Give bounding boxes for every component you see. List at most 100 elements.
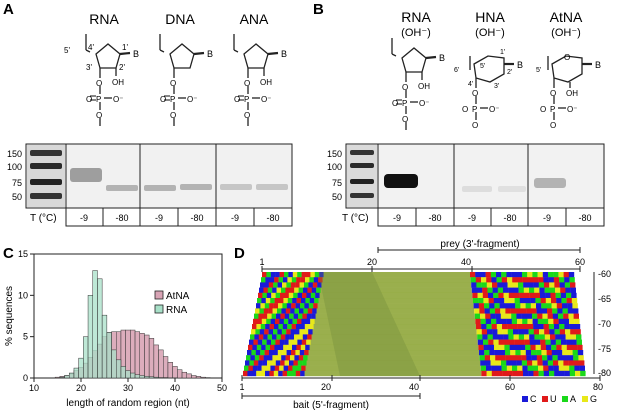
svg-text:O: O (234, 95, 240, 104)
svg-text:O: O (86, 95, 92, 104)
heatmap-cell (515, 303, 521, 309)
heatmap-cell (541, 303, 547, 309)
heatmap-cell (304, 370, 482, 377)
heatmap-cell (301, 272, 307, 278)
heatmap-cell (304, 324, 310, 330)
heatmap-cell (304, 282, 309, 288)
heatmap-cell (495, 355, 501, 361)
heatmap-cell (527, 272, 533, 278)
heatmap-cell (505, 355, 511, 361)
heatmap-cell (495, 360, 502, 366)
lane-temp: -9 (468, 213, 476, 223)
heatmap-cell (542, 355, 548, 361)
heatmap-cell (288, 365, 293, 371)
heatmap-cell (547, 308, 553, 314)
bar-atna (130, 329, 136, 379)
bar-rna (139, 375, 145, 379)
heatmap-cell (264, 350, 270, 356)
bottom-tick: 60 (505, 382, 515, 392)
heatmap-cell (275, 339, 280, 345)
svg-text:O: O (550, 89, 556, 98)
heatmap-cell (285, 308, 291, 314)
svg-text:4': 4' (88, 43, 94, 52)
heatmap-cell (510, 355, 517, 361)
heatmap-cell (533, 370, 539, 377)
heatmap-cell (470, 277, 476, 283)
heatmap-cell (245, 360, 250, 366)
heatmap-cell (547, 313, 553, 319)
heatmap-cell (299, 282, 305, 288)
heatmap-cell (512, 324, 518, 330)
heatmap-cell (522, 318, 528, 325)
heatmap-cell (491, 365, 497, 371)
heatmap-cell (488, 298, 494, 304)
bar-atna (134, 331, 141, 379)
heatmap-cell (567, 303, 573, 309)
heatmap-cell (572, 303, 578, 309)
heatmap-cell (537, 318, 544, 325)
svg-text:O⁻: O⁻ (489, 105, 499, 114)
heatmap-cell (279, 298, 284, 304)
lane-temp: -80 (578, 213, 591, 223)
bar-rna (116, 359, 122, 379)
bar-rna (59, 376, 65, 379)
heatmap-cell (556, 344, 562, 351)
heatmap-cell (533, 324, 539, 330)
heatmap-cell (486, 370, 492, 377)
heatmap-cell (270, 298, 275, 304)
heatmap-cell (525, 344, 531, 351)
svg-text:OH: OH (566, 89, 578, 98)
heatmap-cell (560, 334, 566, 340)
heatmap-cell (478, 298, 484, 304)
legend-label-a: A (570, 394, 576, 404)
heatmap-cell (296, 277, 301, 283)
top-tick: 40 (461, 257, 471, 267)
heatmap-cell (511, 360, 517, 366)
heatmap-cell (555, 292, 561, 299)
heatmap-cell (305, 318, 311, 325)
heatmap-cell (506, 272, 512, 278)
heatmap-cell (255, 350, 261, 356)
heatmap-cell (272, 287, 277, 293)
heatmap-cell (293, 313, 299, 319)
heatmap-cell (553, 277, 560, 283)
heatmap-cell (255, 329, 260, 335)
heatmap-cell (492, 329, 498, 335)
heatmap-cell (514, 339, 520, 345)
heatmap-cell (319, 272, 324, 278)
bar-atna (200, 376, 206, 379)
heatmap-cell (257, 298, 262, 304)
heatmap-cell (248, 365, 253, 371)
heatmap-cell (517, 318, 523, 325)
heatmap-cell (292, 344, 297, 351)
heatmap-cell (301, 318, 306, 325)
panel-d: prey (3'-fragment) 1 20 40 60 -60 -65 -7… (239, 239, 611, 410)
heatmap-cell (549, 370, 555, 377)
heatmap-cell (497, 370, 503, 377)
heatmap-cell (277, 329, 282, 335)
heatmap-cell (298, 355, 304, 361)
heatmap-cell (250, 334, 255, 340)
heatmap-cell (568, 355, 574, 361)
heatmap-cell (265, 344, 271, 351)
heatmap-cell (558, 272, 564, 278)
heatmap-cell (260, 282, 265, 288)
heatmap-cell (549, 329, 555, 335)
heatmap-cell (314, 272, 320, 278)
heatmap-cell (494, 303, 500, 309)
heatmap-cell (304, 350, 309, 356)
bar-rna (134, 374, 141, 379)
heatmap-cell (271, 339, 276, 345)
heatmap-cell (492, 287, 498, 293)
svg-text:O: O (170, 111, 176, 120)
heatmap-cell (266, 272, 271, 278)
heatmap-cell (502, 324, 508, 330)
heatmap-cell (252, 365, 258, 371)
heatmap-cell (264, 303, 270, 309)
heatmap-cell (503, 287, 509, 293)
heatmap-cell (296, 365, 302, 371)
heatmap-cell (303, 329, 309, 335)
bar-rna (153, 376, 159, 379)
svg-text:O: O (160, 95, 166, 104)
heatmap-cell (485, 318, 492, 325)
